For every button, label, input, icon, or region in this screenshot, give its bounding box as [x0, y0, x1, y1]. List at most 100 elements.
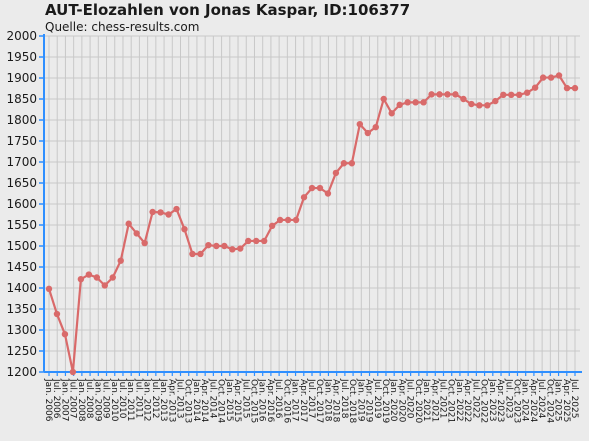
x-tick-label: Jul. 2021 [438, 378, 448, 419]
data-point [149, 208, 156, 216]
data-point [404, 99, 411, 106]
data-point [213, 242, 220, 250]
x-tick-label: Oct. 2014 [216, 379, 226, 423]
data-point [189, 250, 196, 258]
x-tick-label: Jul. 2023 [503, 378, 513, 419]
data-point [428, 91, 435, 98]
data-point [396, 101, 403, 109]
data-point [197, 250, 204, 258]
data-point [45, 285, 53, 293]
x-tick-label: Jan. 2008 [76, 378, 86, 422]
x-tick-label: Jul. 2008 [84, 378, 94, 419]
chart-title: AUT-Elozahlen von Jonas Kaspar, ID:10637… [45, 1, 411, 19]
data-point [436, 91, 443, 98]
x-tick-label: Jan. 2017 [290, 378, 300, 422]
y-tick-label: 1450 [6, 260, 37, 274]
x-tick-label: Jan. 2024 [520, 378, 530, 422]
x-tick-label: Jul. 2015 [240, 378, 250, 419]
x-tick-label: Jan. 2012 [142, 378, 152, 422]
x-tick-label: Jul. 2007 [68, 378, 78, 419]
data-point [364, 129, 371, 137]
x-tick-label: Jul. 2019 [372, 378, 382, 419]
data-point [109, 274, 116, 281]
data-point [141, 239, 148, 247]
data-point [221, 242, 228, 250]
data-point [516, 91, 523, 99]
x-tick-label: Jan. 2023 [487, 378, 497, 422]
data-point [117, 257, 124, 264]
data-point [476, 102, 483, 109]
data-point [165, 211, 172, 218]
x-tick-label: Oct. 2018 [347, 379, 357, 423]
x-tick-label: Apr. 2015 [232, 379, 242, 422]
data-point [133, 230, 140, 237]
y-tick-label: 1800 [6, 113, 37, 127]
grid-lines [44, 35, 580, 373]
data-point [157, 209, 164, 216]
y-tick-label: 1400 [6, 281, 37, 295]
x-tick-label: Oct. 2022 [479, 379, 489, 423]
x-tick-label: Oct. 2017 [314, 379, 324, 423]
x-tick-label: Apr. 2016 [265, 379, 275, 423]
x-tick-label: Jan. 2022 [454, 378, 464, 422]
x-tick-label: Jul. 2011 [133, 378, 143, 419]
data-point [452, 91, 459, 98]
x-tick-label: Oct. 2023 [511, 379, 521, 423]
y-tick-label: 1750 [6, 134, 37, 148]
x-tick-label: Oct. 2016 [281, 379, 291, 423]
y-tick-label: 1900 [6, 71, 37, 85]
x-tick-label: Jul. 2010 [117, 378, 127, 419]
data-point [372, 123, 379, 131]
data-point [260, 237, 268, 245]
y-tick-label: 1850 [6, 92, 37, 106]
x-tick-label: Apr. 2019 [364, 379, 374, 423]
data-point [53, 310, 61, 318]
data-point [205, 241, 212, 249]
y-tick-label: 1650 [6, 176, 37, 190]
series-elo [45, 72, 579, 376]
y-tick-label: 1600 [6, 197, 37, 211]
data-point [69, 368, 77, 376]
x-tick-label: Jan. 2019 [355, 378, 365, 422]
x-tick-label: Jan. 2020 [388, 378, 398, 422]
data-point [173, 205, 180, 213]
x-tick-label: Jan. 2006 [43, 378, 53, 422]
y-tick-label: 1300 [6, 323, 37, 337]
x-tick-label: Apr. 2022 [462, 379, 472, 422]
y-tick-label: 1250 [6, 344, 37, 358]
x-tick-label: Oct. 2013 [183, 379, 193, 423]
data-point [101, 282, 108, 289]
data-point [508, 91, 515, 99]
data-point [229, 246, 236, 253]
x-tick-label: Oct. 2015 [248, 379, 258, 423]
chart-axes [39, 34, 582, 376]
data-point [348, 160, 356, 167]
data-point [500, 91, 507, 99]
data-point [539, 74, 547, 81]
x-tick-label: Oct. 2019 [380, 379, 390, 423]
x-tick-label: Jul. 2018 [339, 378, 349, 419]
x-tick-label: Jul. 2017 [306, 378, 316, 419]
x-tick-label: Apr. 2023 [495, 379, 505, 422]
data-point [85, 271, 93, 278]
data-point [388, 110, 395, 117]
x-tick-label: Apr. 2013 [166, 379, 176, 422]
x-tick-label: Apr. 2018 [331, 379, 341, 423]
x-tick-label: Jan. 2016 [257, 378, 267, 422]
x-tick-label: Jul. 2020 [405, 378, 415, 419]
x-tick-label: Jan. 2015 [224, 378, 234, 422]
x-tick-label: Jan. 2018 [322, 378, 332, 422]
data-point [420, 99, 427, 106]
data-point [245, 237, 252, 245]
y-tick-label: 2000 [6, 29, 37, 43]
data-point [356, 121, 364, 128]
data-point [268, 222, 276, 230]
y-tick-label: 1200 [6, 365, 37, 379]
y-tick-label: 1500 [6, 239, 37, 253]
x-tick-label: Jul. 2022 [470, 378, 480, 419]
data-point [563, 84, 571, 92]
data-point [468, 100, 475, 108]
data-point [308, 184, 316, 192]
x-tick-label: Apr. 2025 [561, 379, 571, 422]
x-tick-label: Oct. 2024 [544, 379, 554, 423]
